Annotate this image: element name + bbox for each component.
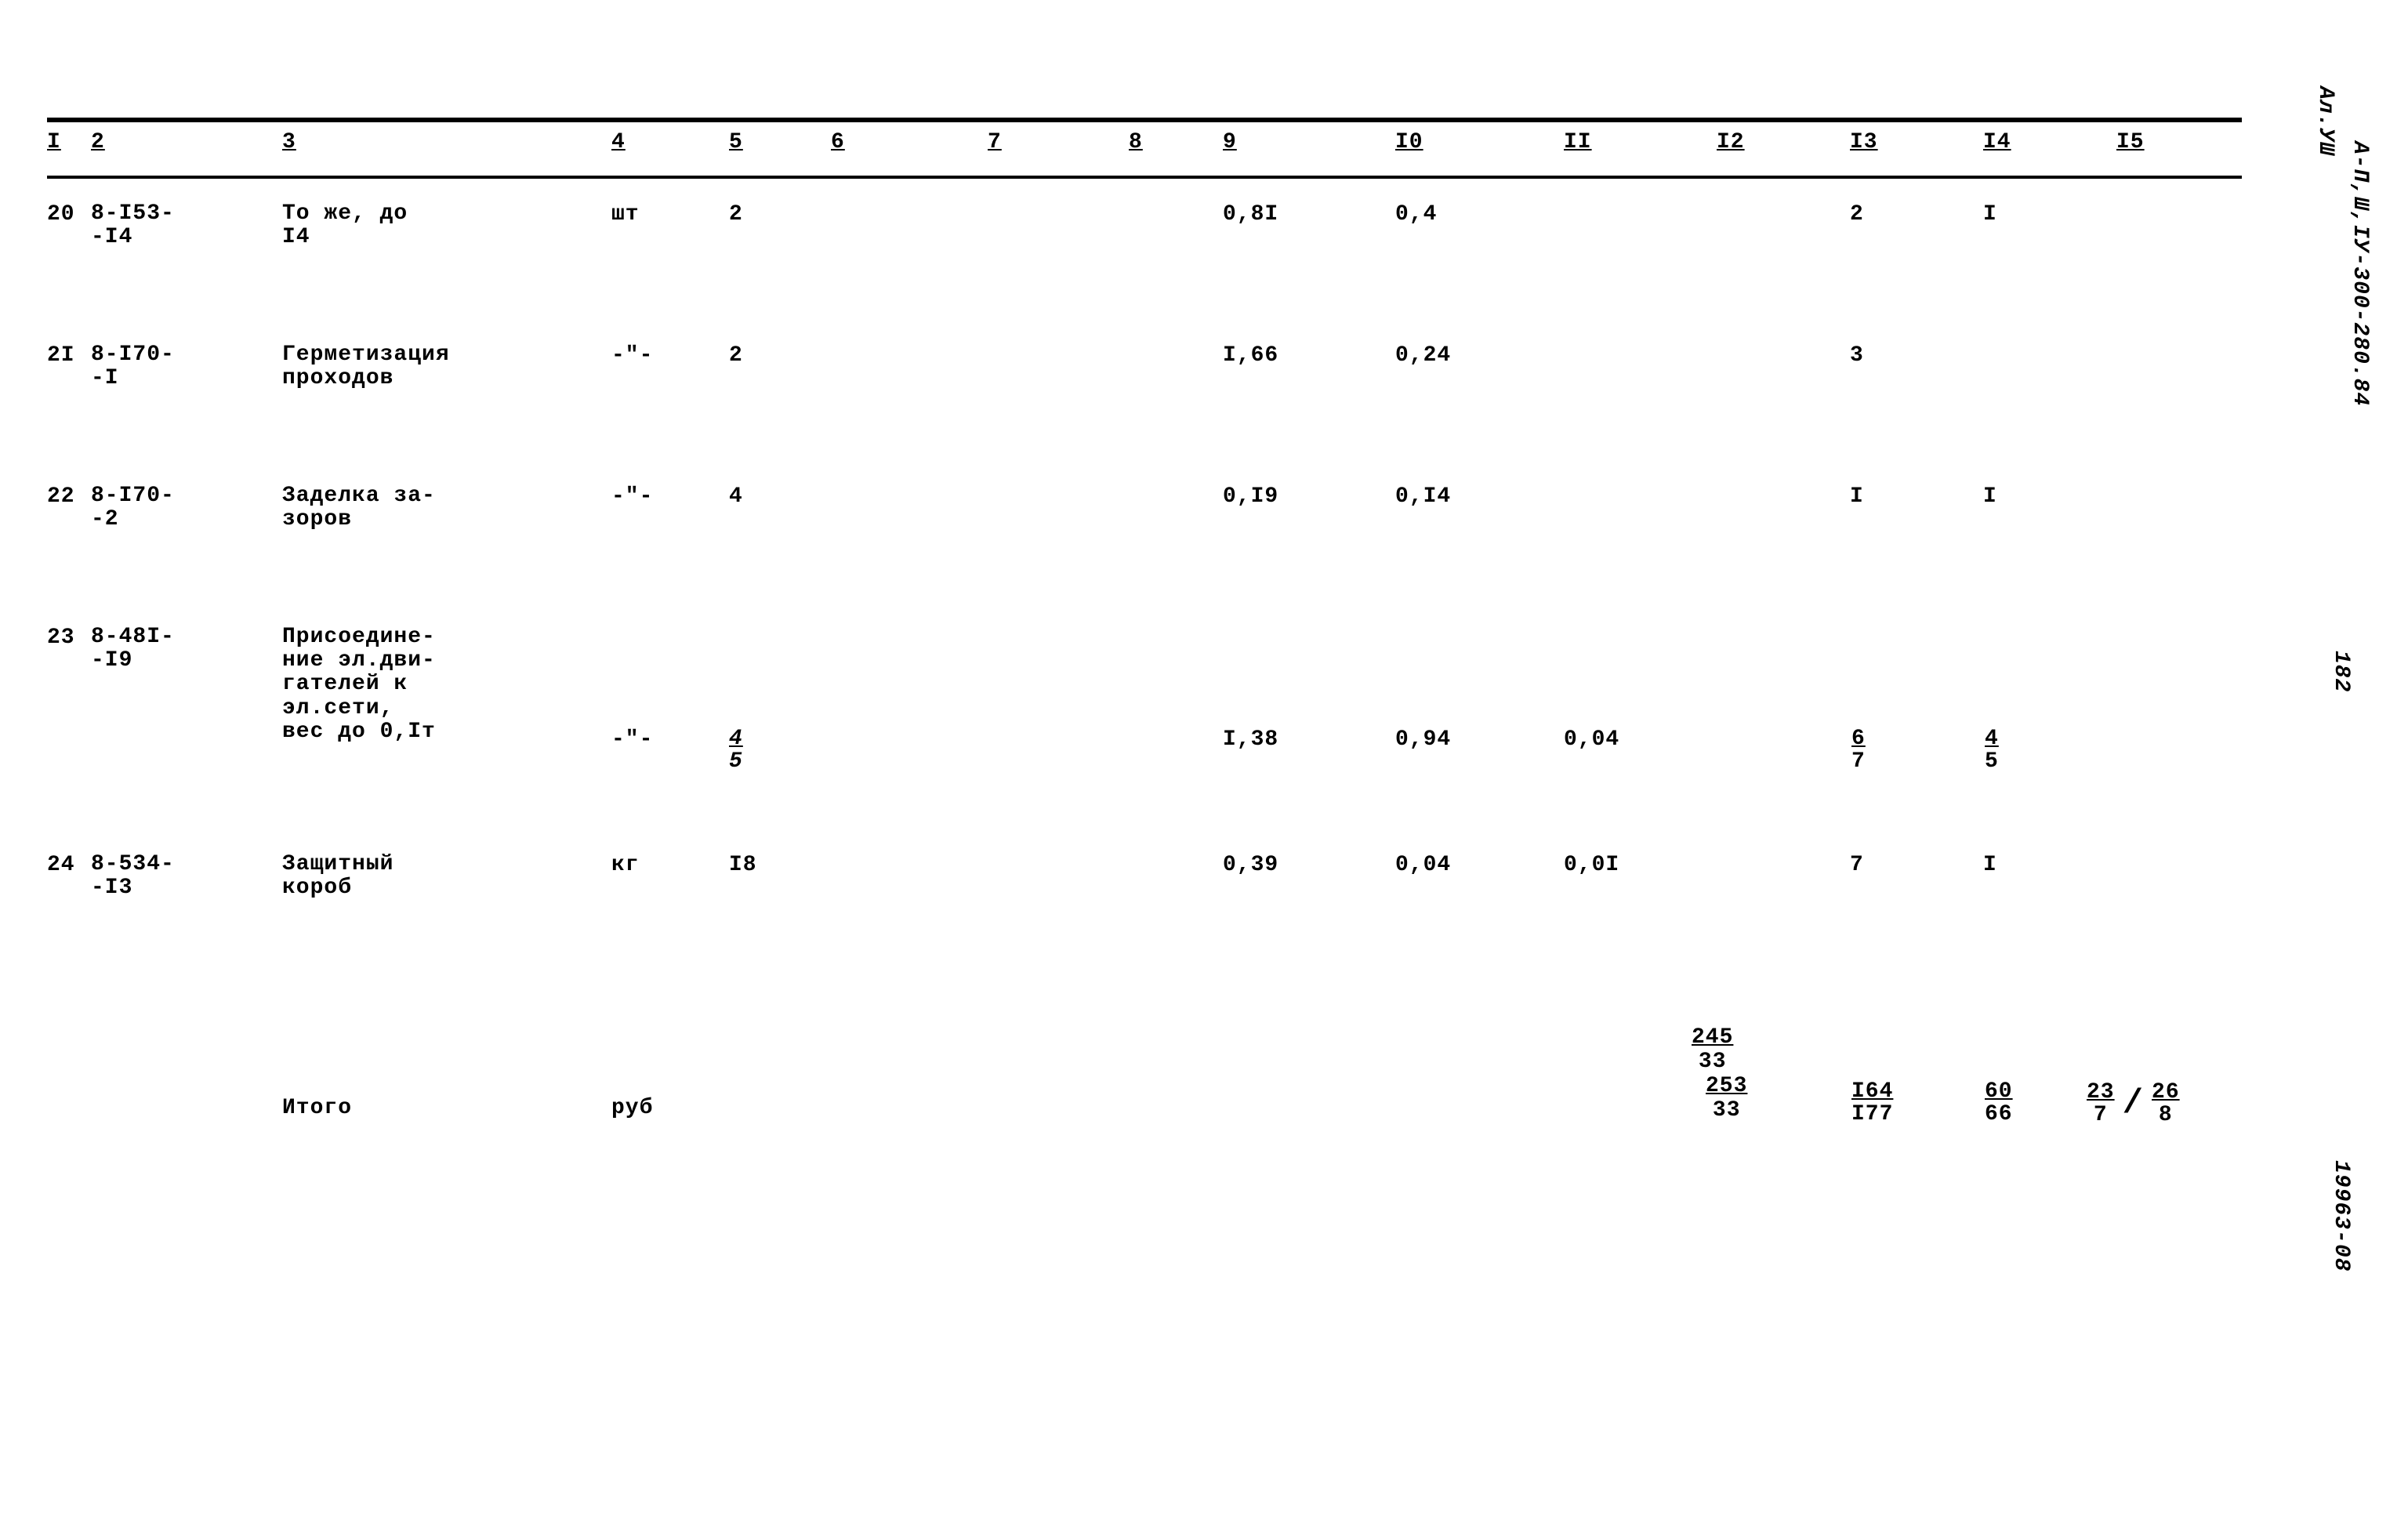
col-11: II	[1564, 130, 1705, 154]
totals-unit: руб	[611, 1096, 653, 1120]
row-c14: 45	[1983, 727, 2077, 774]
col-6: 6	[831, 130, 909, 154]
row-c11: 0,04	[1564, 727, 1705, 752]
table-row: 238-48I- -I9 Присоедине- ние эл.дви- гате…	[47, 626, 2242, 829]
totals-c13: I64I77	[1850, 1080, 1895, 1126]
col-14: I4	[1983, 130, 2077, 154]
row-code: 8-I70- -2	[91, 484, 263, 531]
totals-c15: 237 / 268	[2085, 1080, 2181, 1127]
table-row: 248-534- -I3 Защитный короб кг I8 0,39 0,04 0,…	[47, 853, 2242, 970]
col-2: 2	[91, 130, 263, 154]
row-c13: 2	[1850, 202, 1960, 227]
row-c10: 0,04	[1395, 853, 1536, 877]
col-7: 7	[988, 130, 1066, 154]
row-unit: -"-	[611, 727, 713, 752]
column-headers: I 2 3 4 5 6 7 8 9 I0 II I2 I3 I4 I5	[47, 130, 2242, 169]
row-unit: -"-	[611, 484, 713, 509]
side-page-num: 182	[2329, 651, 2353, 692]
col-1: I	[47, 130, 91, 154]
rows-container: 208-I53- -I4То же, до I4шт20,8I0,42I2I8-…	[47, 202, 2242, 970]
slash-icon: /	[2121, 1090, 2145, 1118]
row-unit: -"-	[611, 343, 713, 368]
row-c9: I,38	[1223, 727, 1364, 752]
row-qty: 2	[729, 343, 807, 368]
row-qty: 4	[729, 484, 807, 509]
totals-row: Итого руб 2453325333 I64I77 6066 237 / 2…	[47, 1025, 2242, 1276]
row-desc: Герметизация проходов	[282, 343, 580, 390]
row-c13: 7	[1850, 853, 1960, 877]
row-desc: Защитный короб	[282, 853, 580, 900]
row-desc: Заделка за- зоров	[282, 484, 580, 531]
row-num: 24	[47, 853, 91, 877]
row-code: 8-I53- -I4	[91, 202, 263, 249]
row-c13: 3	[1850, 343, 1960, 368]
table-row: 208-I53- -I4То же, до I4шт20,8I0,42I	[47, 202, 2242, 320]
row-c9: 0,39	[1223, 853, 1364, 877]
row-c9: I,66	[1223, 343, 1364, 368]
page-area: I 2 3 4 5 6 7 8 9 I0 II I2 I3 I4 I5 208-…	[47, 118, 2242, 1276]
side-job-num: 19963-08	[2329, 1160, 2353, 1271]
totals-c14: 6066	[1983, 1080, 2015, 1126]
row-qty: I8	[729, 853, 807, 877]
row-c13: I	[1850, 484, 1960, 509]
row-qty: 2	[729, 202, 807, 227]
row-c10: 0,24	[1395, 343, 1536, 368]
totals-label: Итого	[282, 1096, 352, 1120]
row-qty: 45	[729, 727, 807, 774]
side-album: Ал.УШ	[2313, 86, 2337, 156]
row-c10: 0,I4	[1395, 484, 1536, 509]
col-8: 8	[1129, 130, 1199, 154]
side-labels: А-П,Ш,IУ-300-280.84 Ал.УШ 182 19963-08	[2290, 78, 2384, 1411]
col-3: 3	[282, 130, 580, 154]
row-num: 22	[47, 484, 91, 509]
col-15: I5	[2116, 130, 2226, 154]
row-desc: Присоедине- ние эл.дви- гателей к эл.сет…	[282, 626, 580, 744]
row-c14: I	[1983, 853, 2077, 877]
row-c10: 0,94	[1395, 727, 1536, 752]
row-c14: I	[1983, 202, 2077, 227]
row-desc: То же, до I4	[282, 202, 580, 249]
totals-c12: 2453325333	[1677, 1025, 1747, 1123]
row-num: 23	[47, 626, 91, 650]
side-doc-code: А-П,Ш,IУ-300-280.84	[2348, 141, 2372, 406]
row-c14: I	[1983, 484, 2077, 509]
table-row: 2I8-I70- -I Герметизация проходов -"- 2 I,66…	[47, 343, 2242, 461]
col-9: 9	[1223, 130, 1364, 154]
row-c10: 0,4	[1395, 202, 1536, 227]
row-code: 8-48I- -I9	[91, 626, 263, 673]
row-c13: 67	[1850, 727, 1960, 774]
col-13: I3	[1850, 130, 1960, 154]
top-rule	[47, 118, 2242, 122]
table-row: 228-I70- -2 Заделка за- зоров -"- 4 0,I9 0,I4…	[47, 484, 2242, 602]
header-underline	[47, 176, 2242, 179]
row-c9: 0,I9	[1223, 484, 1364, 509]
col-10: I0	[1395, 130, 1536, 154]
row-code: 8-534- -I3	[91, 853, 263, 900]
row-code: 8-I70- -I	[91, 343, 263, 390]
row-c11: 0,0I	[1564, 853, 1705, 877]
row-num: 2I	[47, 343, 91, 368]
row-num: 20	[47, 202, 91, 227]
col-12: I2	[1717, 130, 1858, 154]
col-5: 5	[729, 130, 807, 154]
row-c9: 0,8I	[1223, 202, 1364, 227]
row-unit: шт	[611, 202, 713, 227]
row-unit: кг	[611, 853, 713, 877]
col-4: 4	[611, 130, 713, 154]
